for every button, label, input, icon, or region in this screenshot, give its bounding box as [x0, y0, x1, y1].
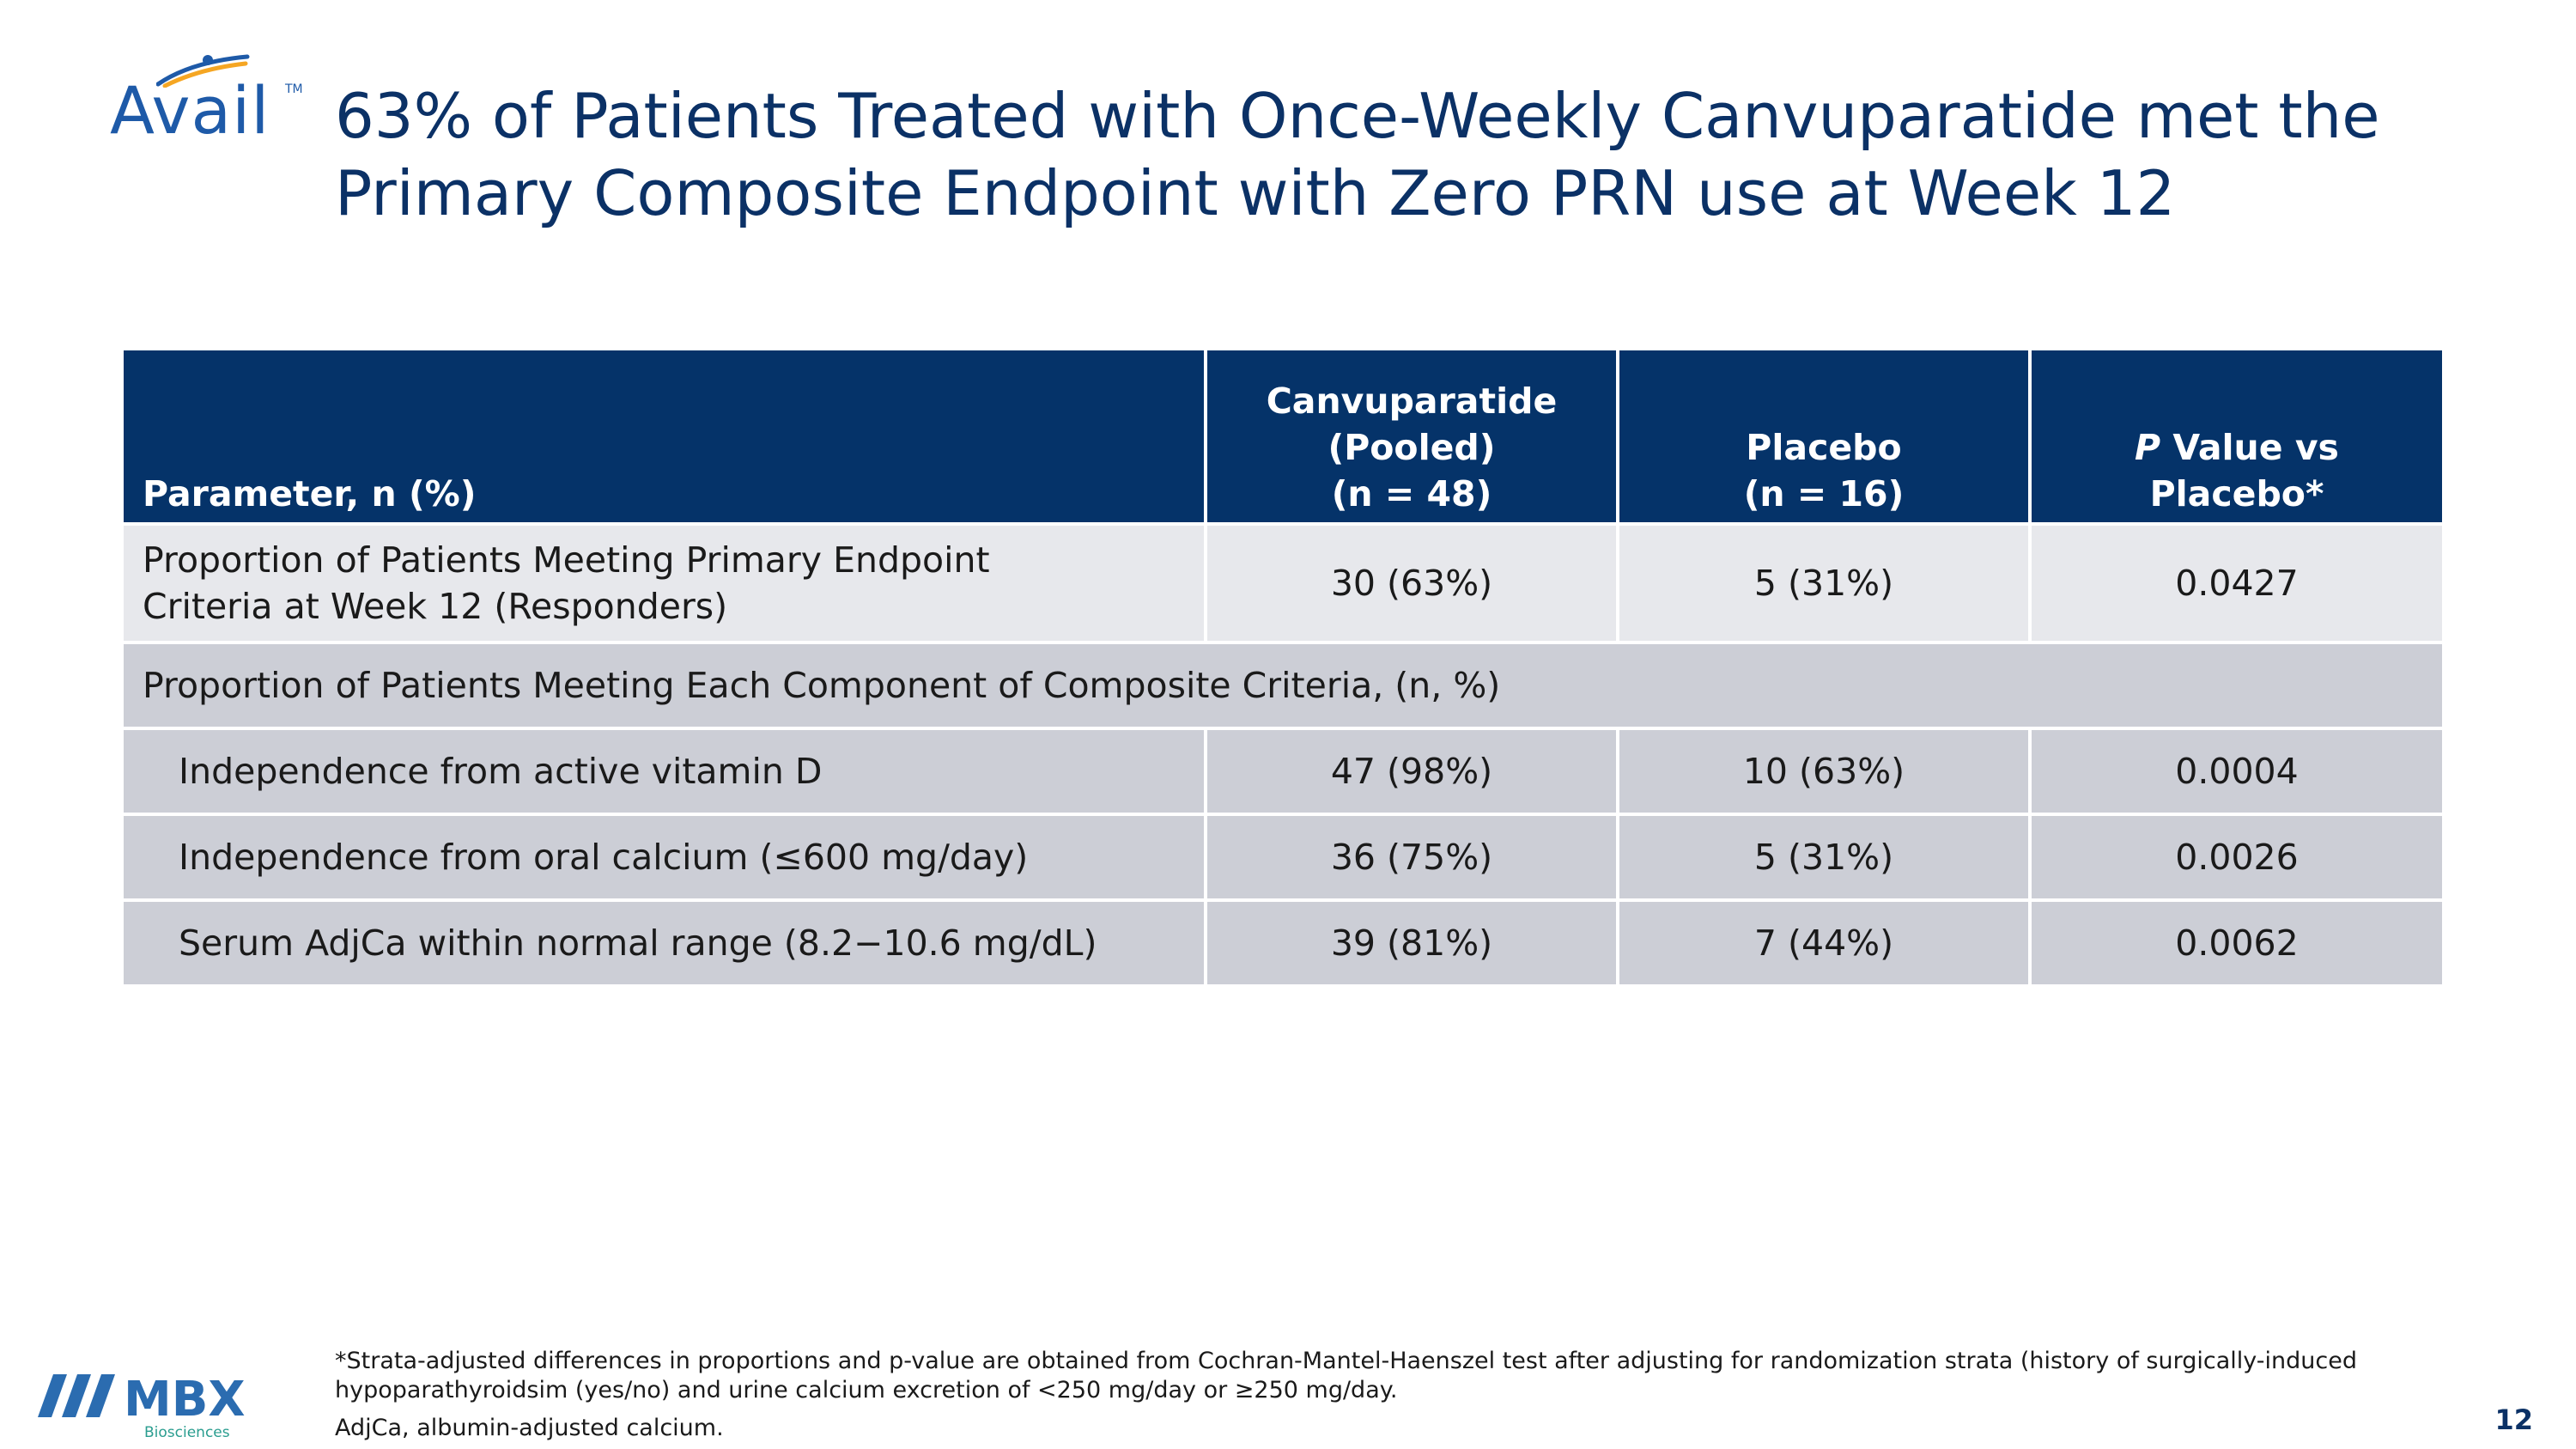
- component-p-value: 0.0062: [2028, 898, 2442, 984]
- primary-endpoint-p-value: 0.0427: [2028, 522, 2442, 642]
- component-canvuparatide: 36 (75%): [1204, 813, 1618, 900]
- component-placebo: 10 (63%): [1616, 727, 2030, 814]
- primary-endpoint-label: Proportion of Patients Meeting Primary E…: [124, 522, 1206, 642]
- mbx-biosciences-logo: MBX Biosciences: [38, 1372, 252, 1443]
- table-row-primary-endpoint: Proportion of Patients Meeting Primary E…: [124, 522, 2442, 642]
- component-label: Independence from oral calcium (≤600 mg/…: [124, 813, 1206, 900]
- primary-endpoint-placebo: 5 (31%): [1616, 522, 2030, 642]
- footnotes: *Strata-adjusted differences in proporti…: [335, 1347, 2482, 1443]
- avail-swoosh-icon: [156, 54, 250, 88]
- header-p-value: P Value vs Placebo*: [2028, 350, 2442, 524]
- table-header-row: Parameter, n (%) Canvuparatide (Pooled) …: [124, 350, 2442, 524]
- slide-title-line-2: Primary Composite Endpoint with Zero PRN…: [335, 157, 2176, 229]
- slide-title: 63% of Patients Treated with Once-Weekly…: [335, 77, 2533, 232]
- table-row: Independence from oral calcium (≤600 mg/…: [124, 813, 2442, 900]
- table-row: Serum AdjCa within normal range (8.2−10.…: [124, 898, 2442, 984]
- strata-footnote: *Strata-adjusted differences in proporti…: [335, 1348, 2357, 1403]
- mbx-wordmark: MBX: [124, 1372, 246, 1428]
- component-label: Independence from active vitamin D: [124, 727, 1206, 814]
- page-number: 12: [2494, 1403, 2533, 1436]
- primary-endpoint-canvuparatide: 30 (63%): [1204, 522, 1618, 642]
- component-p-value: 0.0004: [2028, 727, 2442, 814]
- component-p-value: 0.0026: [2028, 813, 2442, 900]
- header-placebo: Placebo (n = 16): [1616, 350, 2030, 524]
- trademark-mark: TM: [285, 82, 303, 96]
- header-canvuparatide: Canvuparatide (Pooled) (n = 48): [1204, 350, 1618, 524]
- avail-logo: Avail TM: [110, 53, 307, 149]
- slide-title-line-1: 63% of Patients Treated with Once-Weekly…: [335, 80, 2380, 152]
- header-parameter: Parameter, n (%): [124, 350, 1206, 524]
- component-canvuparatide: 47 (98%): [1204, 727, 1618, 814]
- table-row: Independence from active vitamin D 47 (9…: [124, 727, 2442, 814]
- component-canvuparatide: 39 (81%): [1204, 898, 1618, 984]
- avail-wordmark: Avail: [110, 72, 270, 149]
- results-table: Parameter, n (%) Canvuparatide (Pooled) …: [124, 350, 2442, 984]
- component-placebo: 7 (44%): [1616, 898, 2030, 984]
- mbx-subtitle: Biosciences: [144, 1424, 230, 1441]
- mbx-mark-icon: [38, 1374, 115, 1417]
- component-placebo: 5 (31%): [1616, 813, 2030, 900]
- component-label: Serum AdjCa within normal range (8.2−10.…: [124, 898, 1206, 984]
- abbreviation-note: AdjCa, albumin-adjusted calcium.: [335, 1415, 724, 1441]
- section-label: Proportion of Patients Meeting Each Comp…: [124, 641, 2442, 728]
- table-section-row: Proportion of Patients Meeting Each Comp…: [124, 641, 2442, 728]
